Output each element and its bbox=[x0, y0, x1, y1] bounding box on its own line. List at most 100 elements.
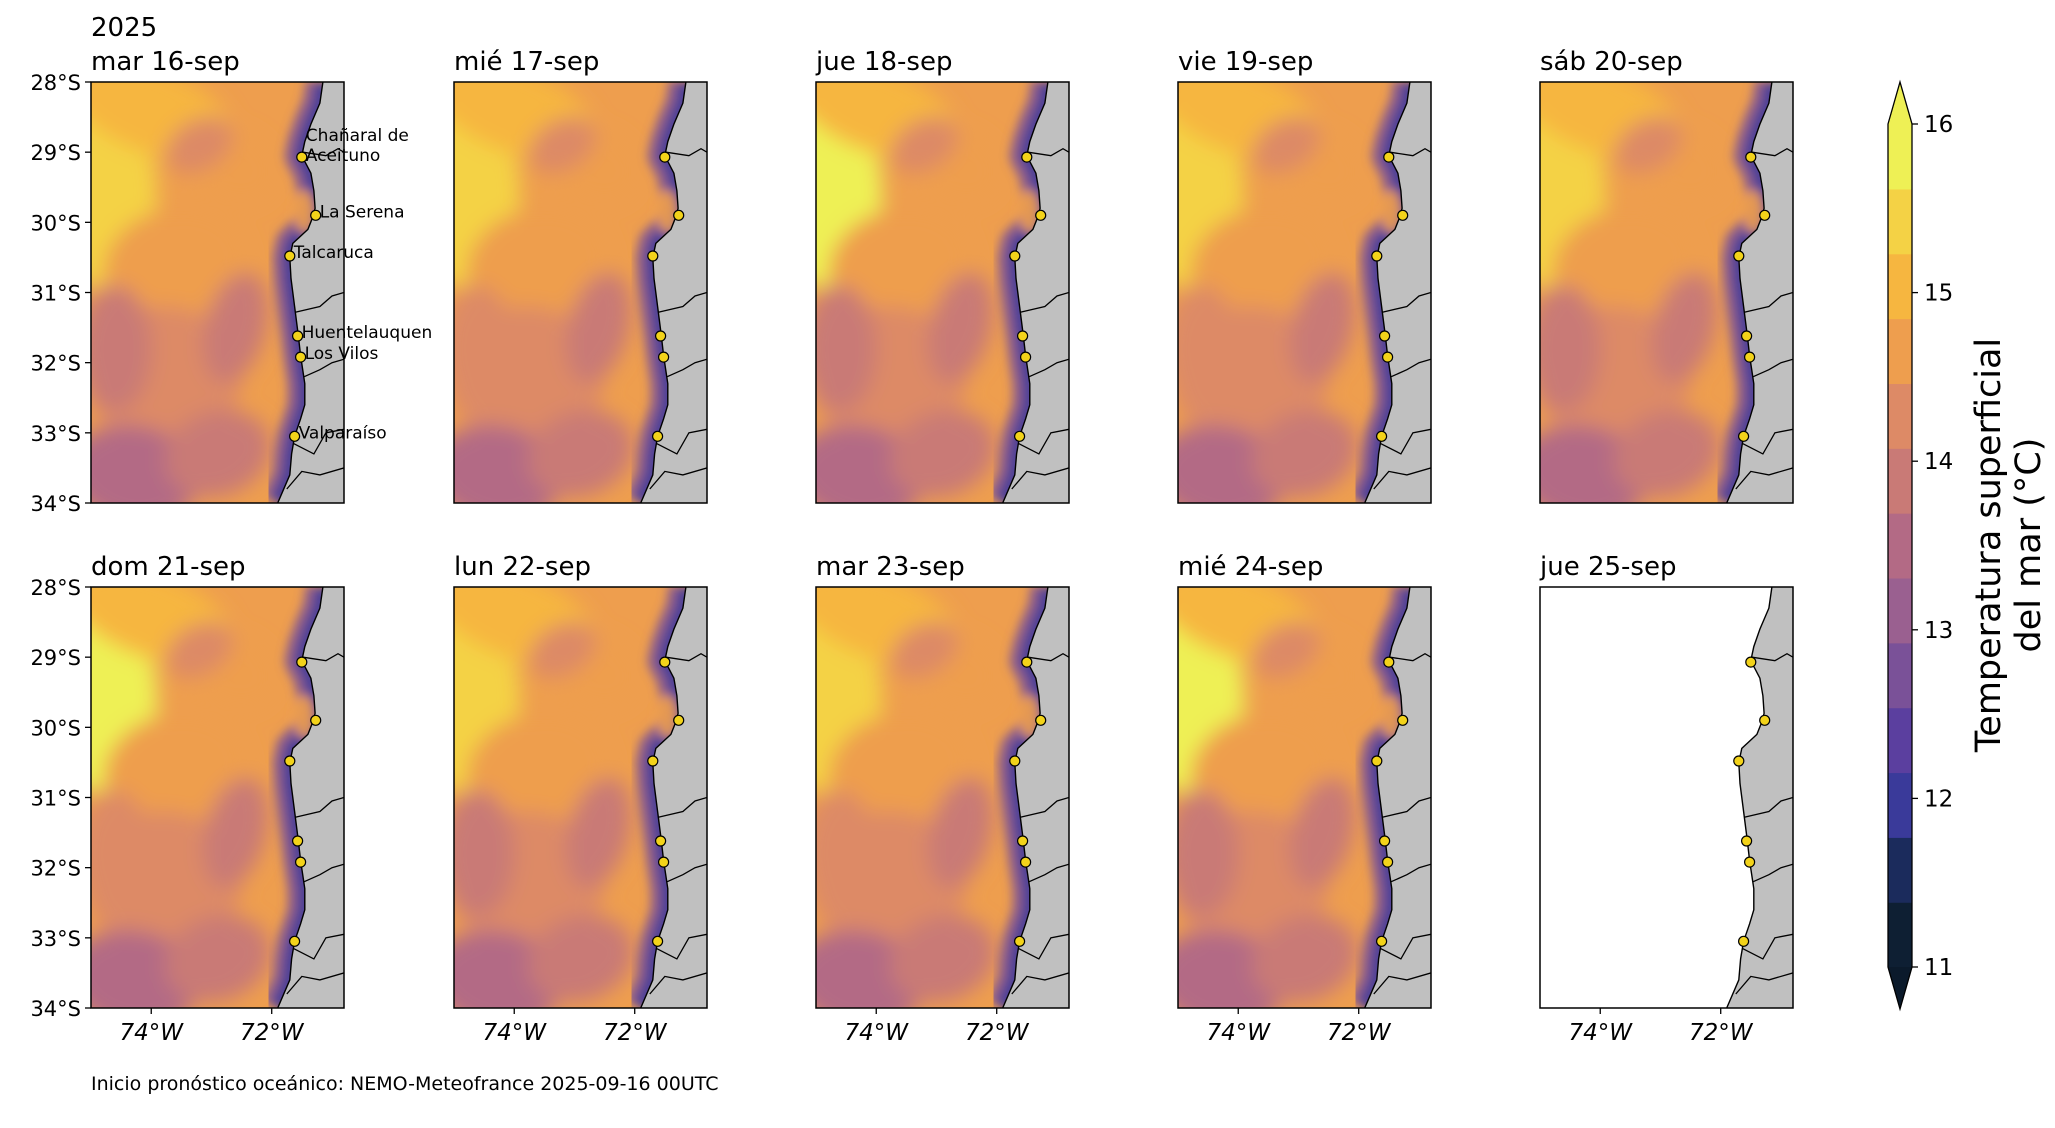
station-marker[interactable] bbox=[1009, 755, 1021, 767]
station-marker[interactable] bbox=[655, 330, 667, 342]
sst-contour bbox=[1652, 272, 1718, 383]
station-marker[interactable] bbox=[1741, 835, 1753, 847]
station-marker[interactable] bbox=[1371, 755, 1383, 767]
sst-contour bbox=[91, 285, 152, 412]
region-border bbox=[1389, 652, 1431, 662]
station-marker[interactable] bbox=[292, 330, 304, 342]
station-marker[interactable] bbox=[1745, 656, 1757, 668]
station-marker[interactable] bbox=[1397, 209, 1409, 221]
station-marker[interactable] bbox=[1021, 151, 1033, 163]
station-marker[interactable] bbox=[647, 250, 659, 262]
station-marker[interactable] bbox=[1759, 714, 1771, 726]
map-panel: mar 23-sep 74°W 72°W bbox=[815, 552, 1070, 1046]
station-marker[interactable] bbox=[1021, 656, 1033, 668]
station-marker[interactable] bbox=[1020, 351, 1032, 363]
station-marker[interactable] bbox=[647, 755, 659, 767]
sst-contour bbox=[1290, 272, 1356, 383]
station-marker[interactable] bbox=[1741, 330, 1753, 342]
station-marker[interactable] bbox=[289, 935, 301, 947]
station-label: Talcaruca bbox=[293, 243, 374, 263]
station-marker[interactable] bbox=[1009, 250, 1021, 262]
lon-tick-label: 72°W bbox=[1689, 1020, 1754, 1046]
lat-tick-label: 34°S bbox=[30, 997, 81, 1021]
sst-contour bbox=[816, 425, 925, 503]
station-marker[interactable] bbox=[1744, 351, 1756, 363]
station-marker[interactable] bbox=[659, 656, 671, 668]
sst-contour bbox=[928, 777, 994, 888]
station-marker[interactable] bbox=[289, 430, 301, 442]
colorbar-segment bbox=[1888, 837, 1912, 903]
region-border bbox=[303, 863, 344, 883]
sst-contour bbox=[1178, 425, 1287, 503]
sst-contour bbox=[164, 915, 271, 1003]
station-marker[interactable] bbox=[310, 714, 322, 726]
colorbar-tick-label: 13 bbox=[1924, 618, 1953, 644]
station-marker[interactable] bbox=[1376, 935, 1388, 947]
station-marker[interactable] bbox=[1759, 209, 1771, 221]
station-marker[interactable] bbox=[295, 856, 307, 868]
colorbar-segment bbox=[1888, 383, 1912, 449]
station-marker[interactable] bbox=[1738, 430, 1750, 442]
station-marker[interactable] bbox=[1376, 430, 1388, 442]
station-marker[interactable] bbox=[1733, 250, 1745, 262]
station-marker[interactable] bbox=[1397, 714, 1409, 726]
lat-tick-label: 30°S bbox=[30, 716, 81, 740]
station-marker[interactable] bbox=[1744, 856, 1756, 868]
station-marker[interactable] bbox=[1017, 330, 1029, 342]
station-label: Chañaral de Aceituno bbox=[306, 126, 409, 166]
map-panel: jue 18-sep bbox=[815, 47, 1070, 504]
lon-tick-label: 74°W bbox=[482, 1020, 547, 1046]
land bbox=[640, 82, 707, 503]
station-marker[interactable] bbox=[652, 430, 664, 442]
sst-contour bbox=[816, 790, 877, 917]
sst-contour bbox=[1252, 622, 1320, 679]
sst-contour bbox=[566, 777, 632, 888]
station-marker[interactable] bbox=[292, 835, 304, 847]
station-marker[interactable] bbox=[652, 935, 664, 947]
sst-contour bbox=[928, 272, 994, 383]
station-marker[interactable] bbox=[1371, 250, 1383, 262]
station-marker[interactable] bbox=[1035, 209, 1047, 221]
station-marker[interactable] bbox=[1738, 935, 1750, 947]
sst-contour bbox=[527, 915, 634, 1003]
station-marker[interactable] bbox=[1014, 935, 1026, 947]
station-marker[interactable] bbox=[673, 714, 685, 726]
station-marker[interactable] bbox=[295, 351, 307, 363]
panel-title: vie 19-sep bbox=[1178, 47, 1313, 77]
station-marker[interactable] bbox=[310, 209, 322, 221]
region-border bbox=[1382, 796, 1431, 818]
station-marker[interactable] bbox=[673, 209, 685, 221]
region-border bbox=[1020, 796, 1069, 818]
land bbox=[1726, 82, 1793, 503]
station-marker[interactable] bbox=[1745, 151, 1757, 163]
station-marker[interactable] bbox=[1382, 351, 1394, 363]
region-border bbox=[1373, 467, 1431, 490]
sst-contour bbox=[165, 117, 233, 174]
station-marker[interactable] bbox=[1382, 856, 1394, 868]
station-marker[interactable] bbox=[1035, 714, 1047, 726]
station-marker[interactable] bbox=[1379, 330, 1391, 342]
station-marker[interactable] bbox=[1379, 835, 1391, 847]
lat-tick-label: 30°S bbox=[30, 211, 81, 235]
station-marker[interactable] bbox=[284, 755, 296, 767]
station-marker[interactable] bbox=[296, 656, 308, 668]
region-border bbox=[302, 147, 344, 157]
colorbar-label: Temperatura superficialdel mar (°C) bbox=[1969, 338, 2049, 753]
colorbar-segment bbox=[1888, 902, 1912, 968]
station-marker[interactable] bbox=[658, 351, 670, 363]
station-marker[interactable] bbox=[1014, 430, 1026, 442]
station-marker[interactable] bbox=[1383, 656, 1395, 668]
station-marker[interactable] bbox=[1020, 856, 1032, 868]
station-marker[interactable] bbox=[296, 151, 308, 163]
station-marker[interactable] bbox=[658, 856, 670, 868]
station-marker[interactable] bbox=[1733, 755, 1745, 767]
colorbar-segment bbox=[1888, 577, 1912, 644]
sst-contour bbox=[528, 117, 596, 174]
station-marker[interactable] bbox=[659, 151, 671, 163]
station-marker[interactable] bbox=[284, 250, 296, 262]
station-marker[interactable] bbox=[1383, 151, 1395, 163]
lat-tick-label: 33°S bbox=[30, 422, 81, 446]
sst-contour bbox=[164, 410, 271, 498]
station-marker[interactable] bbox=[1017, 835, 1029, 847]
station-marker[interactable] bbox=[655, 835, 667, 847]
